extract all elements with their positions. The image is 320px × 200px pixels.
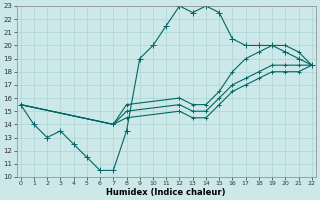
X-axis label: Humidex (Indice chaleur): Humidex (Indice chaleur) (107, 188, 226, 197)
